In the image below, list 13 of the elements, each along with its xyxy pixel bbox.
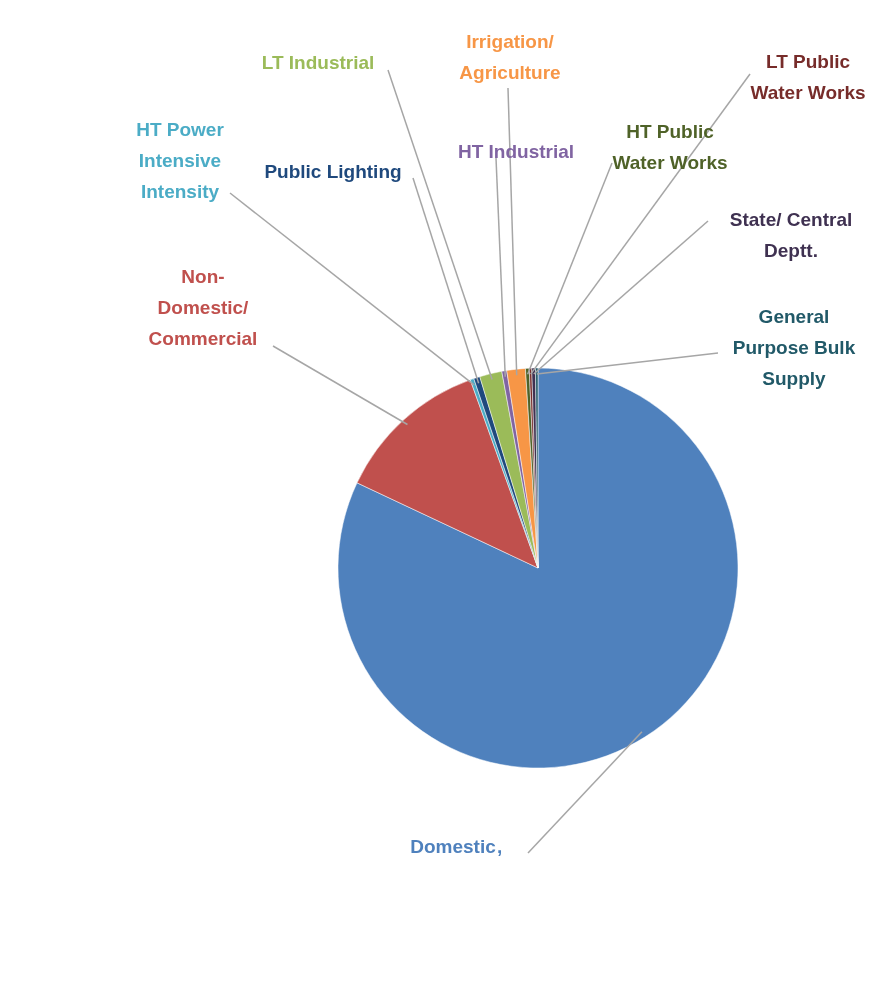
slice-label: General Purpose Bulk Supply [732, 306, 856, 389]
slice-label: Irrigation/ Agriculture [459, 31, 561, 83]
slice-label: Domestic [410, 836, 497, 857]
slice-label: Public Lighting [264, 161, 402, 182]
slice-label: State/ Central Deptt. [729, 209, 853, 261]
slice-label: HT Public Water Works [612, 121, 728, 173]
slice-label: LT Industrial [261, 52, 375, 73]
text: , [497, 836, 503, 857]
slice-label: HT Power Intensive Intensity [136, 119, 225, 202]
slice-label: HT Industrial [457, 141, 575, 162]
slice-label: Non-Domestic/ Commercial [148, 266, 258, 349]
slice-label: LT Public Water Works [750, 51, 866, 103]
pie-slice [338, 367, 739, 768]
